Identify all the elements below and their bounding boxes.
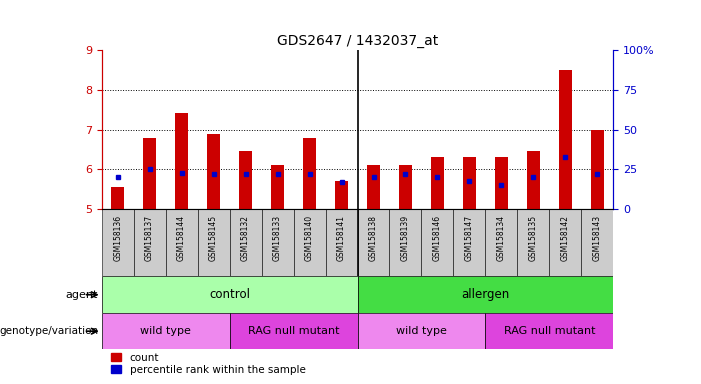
Bar bbox=[143, 138, 156, 209]
Bar bbox=[358, 276, 613, 313]
Text: GSM158138: GSM158138 bbox=[369, 215, 378, 261]
Text: RAG null mutant: RAG null mutant bbox=[503, 326, 595, 336]
Bar bbox=[102, 209, 134, 276]
Bar bbox=[485, 313, 613, 349]
Bar bbox=[230, 209, 261, 276]
Text: control: control bbox=[209, 288, 250, 301]
Text: GSM158143: GSM158143 bbox=[593, 215, 602, 261]
Bar bbox=[165, 209, 198, 276]
Bar bbox=[485, 209, 517, 276]
Bar bbox=[358, 313, 485, 349]
Text: GSM158141: GSM158141 bbox=[337, 215, 346, 261]
Bar bbox=[239, 151, 252, 209]
Text: GSM158144: GSM158144 bbox=[177, 215, 186, 261]
Legend: count, percentile rank within the sample: count, percentile rank within the sample bbox=[107, 348, 310, 379]
Text: GSM158147: GSM158147 bbox=[465, 215, 474, 261]
Text: allergen: allergen bbox=[461, 288, 510, 301]
Text: RAG null mutant: RAG null mutant bbox=[247, 326, 339, 336]
Bar bbox=[527, 151, 540, 209]
Bar bbox=[102, 313, 230, 349]
Bar bbox=[431, 157, 444, 209]
Bar bbox=[335, 180, 348, 209]
Text: agent: agent bbox=[66, 290, 98, 300]
Text: GSM158137: GSM158137 bbox=[145, 215, 154, 261]
Bar bbox=[271, 166, 284, 209]
Bar bbox=[550, 209, 581, 276]
Bar bbox=[591, 130, 604, 209]
Bar bbox=[495, 157, 508, 209]
Title: GDS2647 / 1432037_at: GDS2647 / 1432037_at bbox=[277, 33, 438, 48]
Text: GSM158134: GSM158134 bbox=[497, 215, 506, 261]
Bar bbox=[559, 70, 572, 209]
Bar bbox=[134, 209, 165, 276]
Bar bbox=[399, 166, 412, 209]
Bar bbox=[261, 209, 294, 276]
Bar bbox=[111, 187, 124, 209]
Bar bbox=[367, 165, 380, 209]
Bar bbox=[581, 209, 613, 276]
Text: wild type: wild type bbox=[140, 326, 191, 336]
Bar bbox=[358, 209, 390, 276]
Bar bbox=[454, 209, 485, 276]
Text: GSM158133: GSM158133 bbox=[273, 215, 282, 261]
Bar bbox=[207, 134, 220, 209]
Bar bbox=[230, 313, 358, 349]
Bar bbox=[102, 276, 358, 313]
Bar bbox=[198, 209, 230, 276]
Text: GSM158139: GSM158139 bbox=[401, 215, 410, 261]
Bar bbox=[325, 209, 358, 276]
Text: GSM158142: GSM158142 bbox=[561, 215, 570, 261]
Text: GSM158146: GSM158146 bbox=[433, 215, 442, 261]
Text: GSM158135: GSM158135 bbox=[529, 215, 538, 261]
Bar bbox=[303, 137, 316, 209]
Bar bbox=[421, 209, 454, 276]
Text: GSM158132: GSM158132 bbox=[241, 215, 250, 261]
Text: genotype/variation: genotype/variation bbox=[0, 326, 98, 336]
Bar bbox=[390, 209, 421, 276]
Bar bbox=[463, 157, 476, 209]
Bar bbox=[294, 209, 325, 276]
Text: wild type: wild type bbox=[396, 326, 447, 336]
Text: GSM158145: GSM158145 bbox=[209, 215, 218, 261]
Bar bbox=[175, 113, 188, 209]
Text: GSM158136: GSM158136 bbox=[113, 215, 122, 261]
Bar bbox=[517, 209, 550, 276]
Text: GSM158140: GSM158140 bbox=[305, 215, 314, 261]
